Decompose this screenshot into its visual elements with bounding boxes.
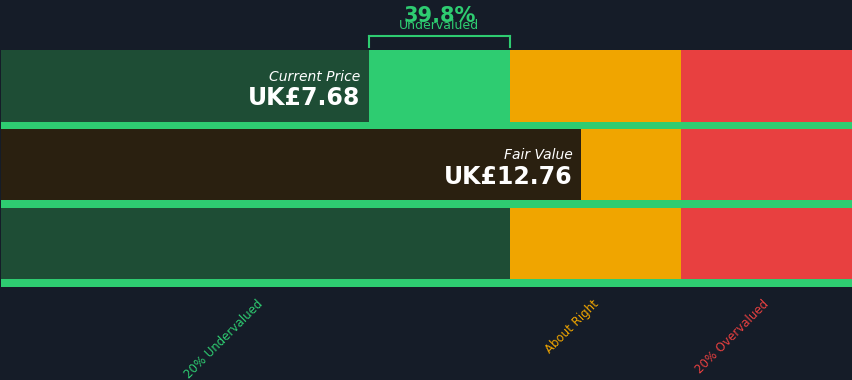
Bar bbox=[680, 208, 850, 279]
Text: Undervalued: Undervalued bbox=[399, 19, 479, 32]
Bar bbox=[509, 50, 680, 122]
Bar bbox=[680, 50, 850, 122]
Text: UK£7.68: UK£7.68 bbox=[248, 86, 360, 110]
Text: UK£12.76: UK£12.76 bbox=[444, 165, 572, 188]
Text: About Right: About Right bbox=[542, 298, 601, 356]
Bar bbox=[2, 208, 509, 279]
Bar bbox=[680, 129, 850, 201]
Text: 39.8%: 39.8% bbox=[403, 6, 475, 26]
Text: 20% Overvalued: 20% Overvalued bbox=[692, 298, 770, 376]
Text: Current Price: Current Price bbox=[268, 70, 360, 84]
Bar bbox=[2, 50, 509, 122]
Bar bbox=[509, 129, 680, 201]
Text: Fair Value: Fair Value bbox=[504, 149, 572, 163]
Bar bbox=[2, 208, 509, 279]
Bar bbox=[2, 201, 850, 208]
Bar bbox=[2, 129, 580, 201]
Bar bbox=[2, 279, 850, 287]
Text: 20% Undervalued: 20% Undervalued bbox=[181, 298, 265, 380]
Bar bbox=[2, 122, 850, 129]
Bar bbox=[2, 50, 368, 122]
Bar bbox=[509, 208, 680, 279]
Bar bbox=[2, 129, 509, 201]
